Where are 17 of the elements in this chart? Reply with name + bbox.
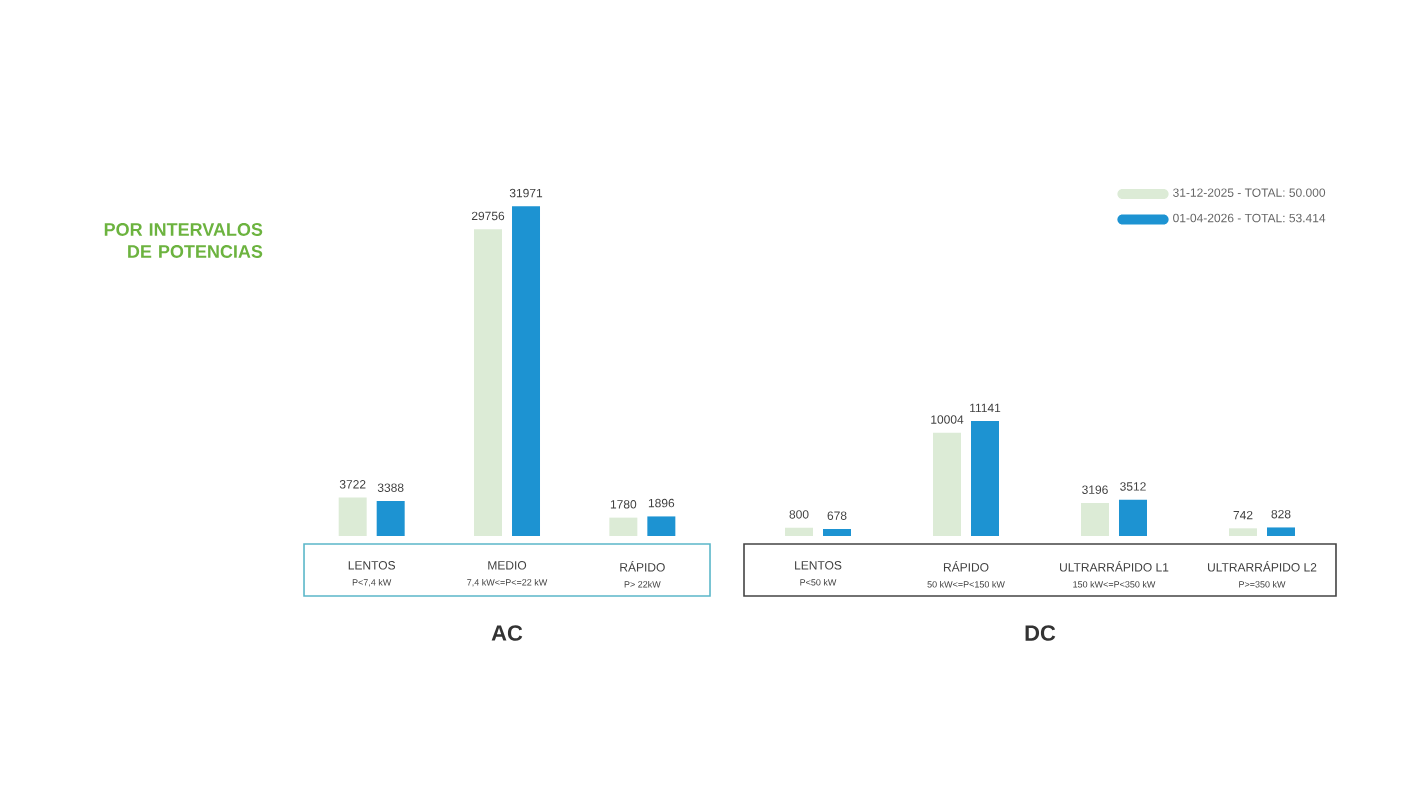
bar — [971, 421, 999, 536]
bar — [338, 497, 367, 536]
bar — [823, 528, 851, 536]
bar — [512, 206, 541, 536]
x-axis-title: AC — [491, 625, 523, 641]
bar — [647, 516, 676, 536]
x-axis-title: DC — [1025, 625, 1056, 641]
bar — [1080, 503, 1109, 536]
bar — [376, 501, 405, 536]
bar — [474, 229, 503, 536]
bar — [1118, 499, 1147, 536]
bar — [1228, 528, 1257, 536]
bar — [933, 432, 961, 536]
bar — [1266, 527, 1295, 536]
bar — [785, 527, 813, 536]
bar — [609, 517, 638, 536]
text: POR INTERVALOS DE POTENCIAS — [104, 223, 263, 258]
